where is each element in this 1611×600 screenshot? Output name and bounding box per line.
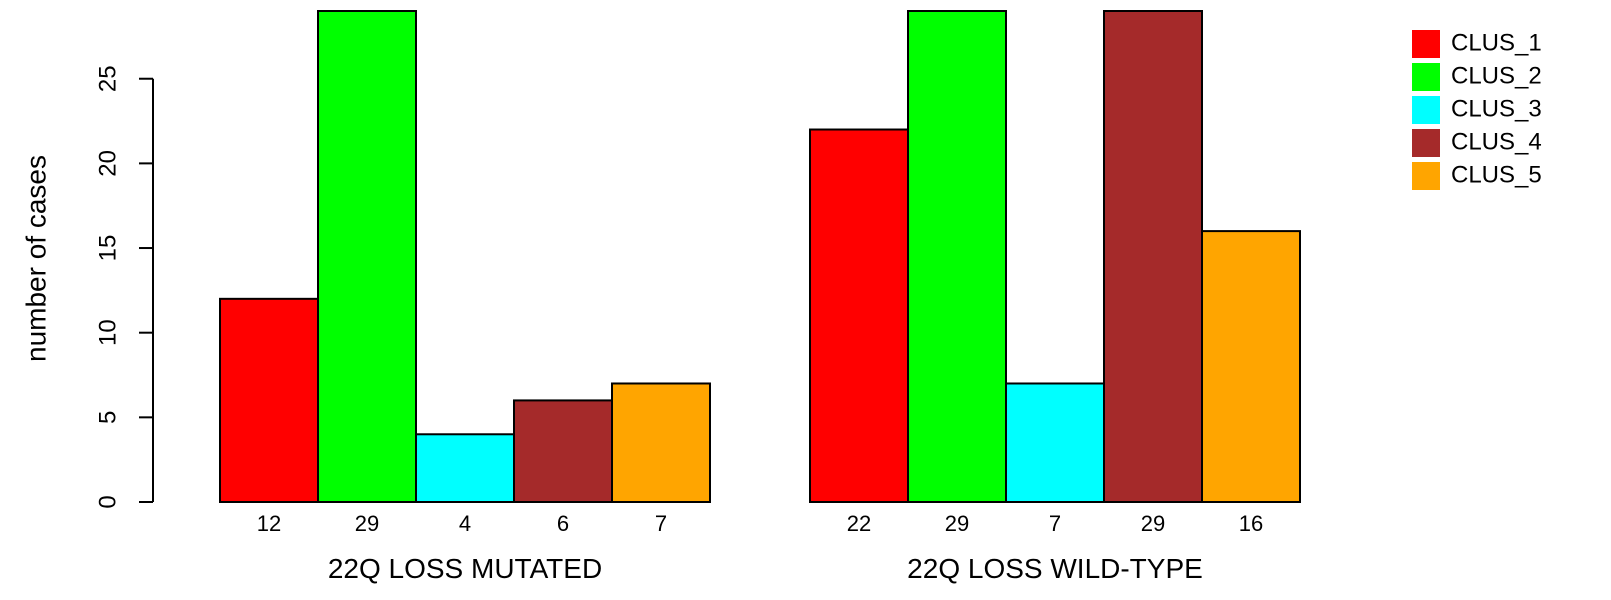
bar-clus-4 (1103, 10, 1203, 503)
y-axis: 0 5 10 15 20 25 (94, 65, 154, 509)
y-tick-label: 25 (94, 65, 121, 92)
legend-entry-label: CLUS_4 (1451, 128, 1542, 155)
y-tick-label: 5 (94, 411, 121, 424)
y-tick-label: 10 (94, 319, 121, 346)
legend-swatch (1412, 30, 1440, 58)
bar-value-label: 7 (655, 511, 667, 536)
bar-value-label: 29 (945, 511, 969, 536)
group-label: 22Q LOSS MUTATED (328, 553, 602, 584)
bar-value-label: 16 (1239, 511, 1263, 536)
bar-clus-4 (513, 399, 613, 503)
legend-swatch (1412, 162, 1440, 190)
bar-clus-5 (1201, 230, 1301, 503)
bar-clus-3 (415, 433, 515, 503)
bar-clus-1 (809, 128, 909, 503)
group-label: 22Q LOSS WILD-TYPE (907, 553, 1203, 584)
legend-swatch (1412, 129, 1440, 157)
y-tick-label: 0 (94, 495, 121, 508)
legend-entry-label: CLUS_3 (1451, 95, 1542, 122)
bar-value-label: 22 (847, 511, 871, 536)
bar-value-label: 29 (355, 511, 379, 536)
y-tick-label: 20 (94, 150, 121, 177)
bars-layer (219, 10, 1301, 503)
bar-value-label: 12 (257, 511, 281, 536)
legend-entry-label: CLUS_1 (1451, 29, 1542, 56)
bar-clus-1 (219, 297, 319, 503)
legend: CLUS_1 CLUS_2 CLUS_3 CLUS_4 CLUS_5 (1412, 29, 1542, 190)
bar-clus-2 (317, 10, 417, 503)
legend-swatch (1412, 63, 1440, 91)
legend-entry-label: CLUS_2 (1451, 62, 1542, 89)
bar-clus-3 (1005, 382, 1105, 503)
bar-clus-5 (611, 382, 711, 503)
legend-entry-label: CLUS_5 (1451, 161, 1542, 188)
bar-value-labels: 12 29 4 6 7 22 29 7 29 16 (257, 511, 1263, 536)
y-axis-title: number of cases (20, 155, 51, 362)
bar-value-label: 29 (1141, 511, 1165, 536)
y-tick-label: 15 (94, 235, 121, 262)
bar-value-label: 7 (1049, 511, 1061, 536)
group-labels: 22Q LOSS MUTATED 22Q LOSS WILD-TYPE (328, 553, 1203, 584)
bar-clus-2 (907, 10, 1007, 503)
bar-value-label: 4 (459, 511, 471, 536)
bar-value-label: 6 (557, 511, 569, 536)
legend-swatch (1412, 96, 1440, 124)
